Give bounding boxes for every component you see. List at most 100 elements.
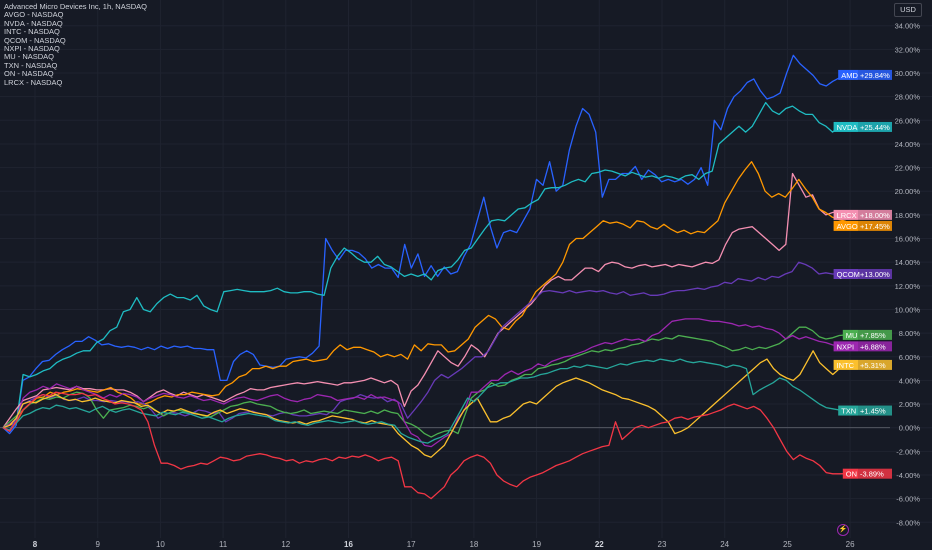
legend-item[interactable]: NVDA - NASDAQ [4,18,63,28]
legend-title: Advanced Micro Devices Inc, 1h, NASDAQ [4,2,147,11]
badge-value: +25.44% [860,123,890,132]
legend-item[interactable]: NXPI - NASDAQ [4,44,60,54]
y-tick-label: 20.00% [895,187,921,196]
y-tick-label: 34.00% [895,22,921,31]
badge-value-box [858,329,892,340]
legend-item[interactable]: ON - NASDAQ [4,69,54,79]
badge-name-box [833,269,858,279]
series-line-lrcx [2,172,847,429]
y-tick-label: 4.00% [899,376,921,385]
y-tick-label: 6.00% [899,353,921,362]
badge-value: -3.89% [860,470,884,479]
badge-value: +13.00% [860,270,890,279]
lightning-icon[interactable]: ⚡ [837,524,849,536]
badge-value-box [858,69,892,80]
badge-name: INTC [837,361,855,370]
legend: Advanced Micro Devices Inc, 1h, NASDAQ A… [4,2,147,87]
x-tick-label: 25 [783,540,792,549]
y-tick-label: 28.00% [895,93,921,102]
last-value-badge: TXN +1.45% [838,405,892,416]
legend-item[interactable]: QCOM - NASDAQ [4,35,66,45]
series-line-on [2,391,847,500]
badge-value: +18.00% [860,211,890,220]
badge-name: AVGO [837,222,858,231]
x-tick-label: 18 [469,540,478,549]
badge-name-box [842,468,858,479]
x-tick-label: 24 [720,540,729,549]
x-tick-label: 26 [846,540,855,549]
y-tick-label: 16.00% [895,235,921,244]
y-tick-label: -4.00% [896,471,920,480]
badge-name: QCOM [837,270,860,279]
y-tick-label: 32.00% [895,45,921,54]
y-tick-label: 10.00% [895,305,921,314]
y-tick-label: 22.00% [895,164,921,173]
badge-name-box [842,329,858,340]
legend-item[interactable]: MU - NASDAQ [4,52,55,62]
x-tick-label: 17 [407,540,416,549]
badge-name: ON [846,470,857,479]
badge-name: NXPI [837,342,855,351]
last-value-badge: NVDA +25.44% [833,121,892,132]
badge-value-box [858,269,892,279]
series-line-intc [2,350,847,458]
currency-button[interactable]: USD [894,3,922,17]
x-tick-label: 8 [33,540,38,549]
badge-value: +5.31% [860,361,886,370]
y-axis: 34.00% 32.00% 30.00% 28.00% 26.00% 24.00% 22.0… [895,22,921,528]
badge-value-box [858,121,892,132]
x-tick-label: 10 [156,540,165,549]
series-line-nvda [2,101,847,432]
legend-item[interactable]: LRCX - NASDAQ [4,77,63,87]
badge-name-box [833,341,858,352]
last-value-badge: MU +7.85% [842,329,892,340]
series-line-txn [2,358,847,444]
last-value-badge: AVGO +17.45% [833,220,892,231]
badge-name-box [838,69,858,80]
badge-value-box [858,209,892,220]
legend-item[interactable]: INTC - NASDAQ [4,27,60,37]
series-line-amd [2,54,847,435]
badge-name: MU [846,331,858,340]
x-tick-label: 23 [658,540,667,549]
badge-value: +7.85% [860,331,886,340]
y-tick-label: 2.00% [899,400,921,409]
legend-item[interactable]: TXN - NASDAQ [4,60,58,70]
badge-value-box [858,405,892,416]
legend-item[interactable]: AVGO - NASDAQ [4,10,64,20]
badge-name-box [833,121,858,132]
badge-value-box [858,341,892,352]
last-value-badges: AMD +29.84% NVDA +25.44% LRCX +18.00%AVGO +17.… [833,69,892,479]
y-tick-label: 30.00% [895,69,921,78]
last-value-badge: ON -3.89% [842,468,892,479]
series-line-nxpi [2,318,847,448]
badge-name-box [833,220,858,231]
series-line-qcom [2,261,846,431]
badge-name: NVDA [837,123,858,132]
badge-name-box [833,209,858,220]
badge-name: AMD [841,71,858,80]
y-tick-label: 18.00% [895,211,921,220]
y-tick-label: -6.00% [896,495,920,504]
badge-value: +17.45% [860,222,890,231]
badge-name-box [833,359,858,370]
x-tick-label: 9 [95,540,100,549]
y-tick-label: 0.00% [899,424,921,433]
badge-name: LRCX [837,211,857,220]
y-tick-label: 26.00% [895,116,921,125]
y-tick-label: 24.00% [895,140,921,149]
series-line-avgo [2,161,847,429]
x-tick-label: 19 [532,540,541,549]
y-tick-label: 12.00% [895,282,921,291]
y-tick-label: -8.00% [896,518,920,527]
x-tick-label: 16 [344,540,353,549]
last-value-badge: AMD +29.84% [838,69,892,80]
badge-value-box [858,220,892,231]
y-tick-label: 8.00% [899,329,921,338]
x-tick-label: 11 [219,540,228,549]
x-axis: 8 9 10 11 12 16 17 18 19 22 23 24 25 26 [33,540,855,549]
badge-name: TXN [841,407,856,416]
y-tick-label: 14.00% [895,258,921,267]
y-tick-label: -2.00% [896,447,920,456]
